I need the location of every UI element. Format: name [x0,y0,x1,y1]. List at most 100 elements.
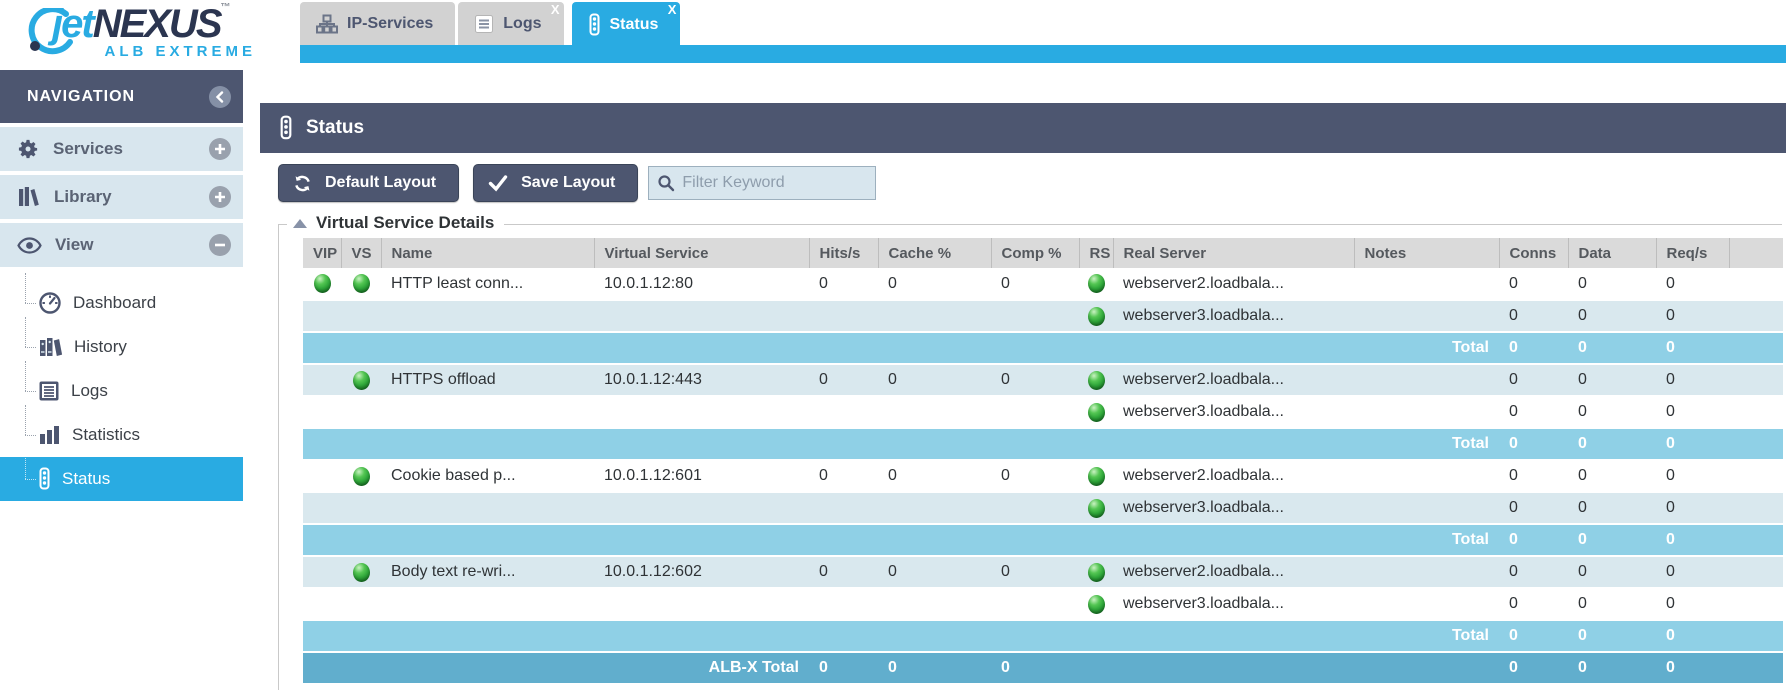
green-status-orb [1087,594,1105,614]
sidebar-item-services[interactable]: Services [0,127,243,171]
virtual-service-cell [594,588,809,621]
page-title: Status [306,117,365,138]
conns-cell: 0 [1499,300,1568,333]
col-rs[interactable]: RS [1079,238,1114,268]
sidebar-item-status[interactable]: Status [0,449,243,501]
reqs-cell: 0 [1656,652,1729,685]
sidebar-item-label: Dashboard [73,293,157,312]
reqs-cell: 0 [1656,300,1729,333]
reqs-cell: 0 [1656,460,1729,493]
tab-ip-services[interactable]: IP-Services [300,2,456,45]
col-vip[interactable]: VIP [303,238,342,268]
logo-subtitle: ALB EXTREME [104,43,256,60]
data-cell: 0 [1568,396,1656,429]
collapse-sidebar-button[interactable] [209,85,231,108]
data-cell: 0 [1568,620,1656,653]
vs-name-cell: Cookie based p... [381,460,594,493]
plus-icon[interactable] [209,186,231,208]
table-row: Body text re-wri... 10.0.1.12:602 0 0 0 webse… [303,556,1783,589]
data-cell: 0 [1568,492,1656,525]
notes-cell [1354,364,1499,397]
sidebar-item-statistics[interactable]: Statistics [0,405,243,457]
col-notes[interactable]: Notes [1354,238,1500,268]
virtual-service-cell: 10.0.1.12:602 [594,556,809,589]
col-hits[interactable]: Hits/s [809,238,879,268]
sidebar-item-label: Library [54,187,112,206]
vs-name-cell [381,492,594,525]
green-status-orb [352,274,370,293]
close-icon[interactable]: X [667,2,677,17]
filler-cell [1729,652,1783,685]
vs-status-cell [341,364,381,397]
minus-icon[interactable] [209,234,231,256]
col-comp[interactable]: Comp % [991,238,1080,268]
vip-status-cell [303,300,341,333]
conns-cell: 0 [1499,556,1568,589]
hits-cell [809,396,878,429]
dashboard-icon [38,291,62,315]
plus-icon[interactable] [209,138,231,160]
col-conns[interactable]: Conns [1499,238,1569,268]
close-icon[interactable]: X [550,2,560,17]
reqs-cell: 0 [1656,556,1729,589]
filter-keyword-input[interactable] [682,174,868,192]
total-label-cell: Total [303,524,1499,557]
grand-total-label-cell: ALB-X Total [303,652,809,685]
page-header: Status [260,103,1786,153]
col-name[interactable]: Name [381,238,595,268]
table-row: Total 0 0 0 [303,428,1783,461]
panel-title: Virtual Service Details [316,213,495,232]
rs-status-cell [1079,460,1113,493]
col-vs[interactable]: VS [341,238,382,268]
filler-cell [1729,620,1783,653]
vip-status-cell [303,396,341,429]
comp-cell [991,492,1079,525]
filler-cell [1729,460,1783,493]
total-label-cell: Total [303,620,1499,653]
real-server-cell [1113,652,1354,685]
view-subnav: Dashboard History Logs Statistics [0,267,243,501]
col-reqs[interactable]: Req/s [1656,238,1730,268]
rs-status-cell [1079,588,1113,621]
save-layout-button[interactable]: Save Layout [473,164,639,202]
reqs-cell: 0 [1656,588,1729,621]
conns-cell: 0 [1499,332,1568,365]
real-server-cell: webserver2.loadbala... [1113,460,1354,493]
tab-bar: IP-Services Logs X Status [300,2,683,47]
rs-status-cell [1079,268,1113,301]
filler-cell [1729,556,1783,589]
vip-status-cell [303,364,341,397]
real-server-cell: webserver2.loadbala... [1113,364,1354,397]
collapse-panel-icon[interactable] [293,218,307,228]
default-layout-button[interactable]: Default Layout [278,164,460,202]
cache-cell [878,396,991,429]
col-virtual-service[interactable]: Virtual Service [594,238,810,268]
document-icon [474,14,494,34]
green-status-orb [352,466,370,486]
sidebar-item-logs[interactable]: Logs [0,361,243,413]
filler-cell [1729,332,1783,365]
col-data[interactable]: Data [1568,238,1657,268]
tab-logs[interactable]: Logs X [458,2,564,45]
conns-cell: 0 [1499,652,1568,685]
table-row: webserver3.loadbala... 0 0 0 [303,396,1783,429]
col-real-server[interactable]: Real Server [1113,238,1355,268]
sidebar-item-view[interactable]: View [0,223,243,267]
sitemap-icon [316,14,338,34]
conns-cell: 0 [1499,460,1568,493]
tab-status[interactable]: Status X [571,2,681,47]
filter-keyword-box [648,166,877,200]
search-icon [657,174,675,192]
sidebar-item-dashboard[interactable]: Dashboard [0,273,243,325]
sidebar-item-library[interactable]: Library [0,175,243,219]
table-row: HTTP least conn... 10.0.1.12:80 0 0 0 webserv… [303,268,1783,301]
vs-status-cell [341,300,381,333]
sidebar-item-history[interactable]: History [0,317,243,369]
tab-label: Logs [503,14,542,32]
col-cache[interactable]: Cache % [878,238,992,268]
table-row: Total 0 0 0 [303,620,1783,653]
cache-cell: 0 [878,460,991,493]
reqs-cell: 0 [1656,364,1729,397]
table-row: webserver3.loadbala... 0 0 0 [303,300,1783,333]
